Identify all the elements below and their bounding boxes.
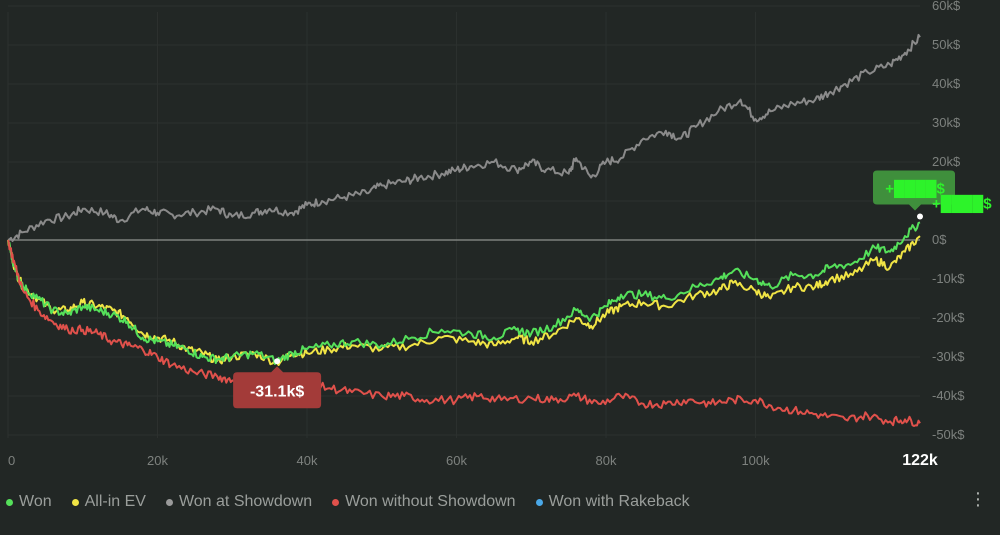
y-axis: 60k$50k$40k$30k$20k$10k$0$-10k$-20k$-30k… [932,0,965,442]
end-value-tooltip-label: +████$ [885,179,945,198]
legend-label-won-at-showdown: Won at Showdown [178,493,313,510]
legend-item-won-with-rakeback[interactable]: Won with Rakeback [535,493,690,511]
y-tick-label: 50k$ [932,37,961,52]
y-tick-label: -10k$ [932,271,965,286]
end-value-axis-label: +████$ [932,194,992,213]
legend-dot-won [6,498,13,506]
end-point-marker [917,213,923,220]
legend-item-all-in-ev[interactable]: All-in EV [71,493,146,511]
grid-lines [7,5,920,438]
y-tick-label: 60k$ [932,0,961,13]
y-tick-label: -30k$ [932,349,965,364]
min-value-label: -31.1k$ [250,383,304,400]
x-tick-label: 60k [446,453,467,468]
y-tick-label: 0$ [932,232,947,247]
x-tick-label: 40k [297,453,318,468]
legend-label-won-without-showdown: Won without Showdown [345,493,516,510]
legend-dot-won-without-showdown [332,498,340,506]
x-tick-label: 80k [596,453,617,468]
legend: Won All-in EV Won at Showdown Won withou… [6,492,690,512]
series-line-all-in-ev [7,235,921,367]
y-tick-label: 20k$ [932,154,961,169]
y-tick-label: -40k$ [932,388,965,403]
legend-label-all-in-ev: All-in EV [84,493,146,510]
series-line-won-without-showdown [7,239,921,427]
legend-dot-won-at-showdown [165,498,173,506]
legend-label-won-with-rakeback: Won with Rakeback [548,493,690,510]
series-line-won [7,221,921,365]
annotations: -31.1k$ +████$+████$ [233,170,992,409]
legend-label-won: Won [19,493,52,510]
y-tick-label: 30k$ [932,115,961,130]
more-options-icon[interactable]: · · · [974,482,982,516]
end-value-tooltip [873,170,955,211]
y-tick-label: -50k$ [932,427,965,442]
y-tick-label: 40k$ [932,76,961,91]
min-point-marker [274,358,281,365]
series-lines [7,33,921,427]
series-line-won-at-showdown [7,33,921,242]
legend-item-won[interactable]: Won [6,493,52,511]
x-end-label: 122k [902,452,938,469]
legend-dot-won-with-rakeback [535,498,543,506]
min-value-tooltip [233,366,322,409]
x-tick-label: 20k [147,453,168,468]
x-tick-label: 0 [8,453,15,468]
x-tick-label: 100k [741,453,770,468]
y-tick-label: -20k$ [932,310,965,325]
legend-item-won-at-showdown[interactable]: Won at Showdown [165,493,313,511]
chart-area: 60k$50k$40k$30k$20k$10k$0$-10k$-20k$-30k… [7,0,992,469]
x-axis: 0 20k 40k 60k 80k 100k 122k [8,452,938,469]
legend-item-won-without-showdown[interactable]: Won without Showdown [332,493,516,511]
legend-dot-all-in-ev [71,498,79,506]
